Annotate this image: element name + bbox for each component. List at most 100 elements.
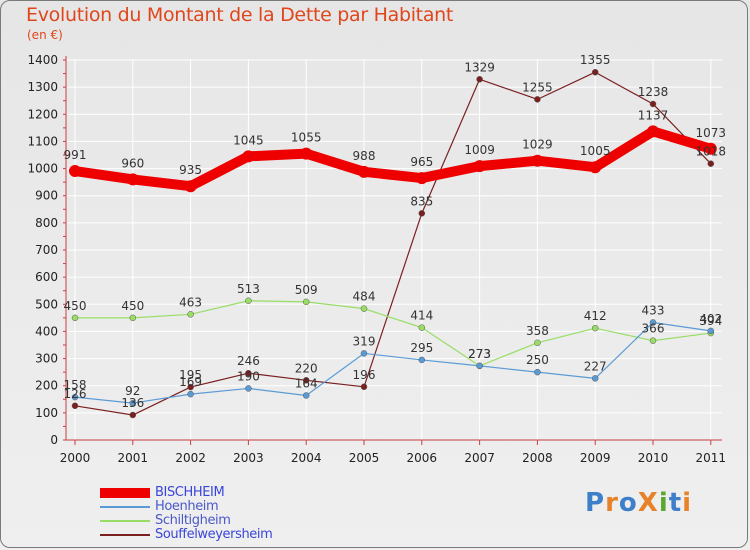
data-point bbox=[534, 368, 541, 376]
data-label: 273 bbox=[468, 347, 491, 361]
data-point bbox=[71, 393, 79, 401]
data-label: 1005 bbox=[580, 144, 611, 158]
y-tick-label: 800 bbox=[35, 216, 58, 230]
x-tick-label: 2011 bbox=[696, 451, 727, 465]
data-point bbox=[589, 161, 602, 174]
logo-letter: t bbox=[668, 488, 683, 518]
x-tick-label: 2001 bbox=[118, 451, 149, 465]
data-point bbox=[358, 165, 370, 178]
data-label: 1055 bbox=[291, 131, 322, 145]
x-tick-label: 2003 bbox=[233, 451, 264, 465]
data-label: 394 bbox=[699, 314, 722, 328]
data-label: 960 bbox=[121, 156, 144, 170]
data-point bbox=[473, 160, 486, 173]
data-label: 1137 bbox=[638, 108, 669, 122]
y-tick-label: 1300 bbox=[27, 80, 58, 94]
data-point bbox=[69, 165, 81, 178]
data-label: 1255 bbox=[522, 80, 553, 94]
data-label: 1329 bbox=[464, 60, 495, 74]
data-point bbox=[187, 383, 194, 391]
data-label: 158 bbox=[64, 378, 87, 392]
data-label: 295 bbox=[410, 341, 433, 355]
data-label: 319 bbox=[353, 334, 376, 348]
series-lines bbox=[69, 68, 717, 419]
data-point bbox=[591, 324, 599, 332]
logo-letter: X bbox=[637, 488, 659, 518]
data-label: 1238 bbox=[638, 85, 669, 99]
data-label: 1045 bbox=[233, 133, 264, 147]
data-point bbox=[184, 180, 197, 193]
y-tick-label: 1400 bbox=[27, 53, 58, 67]
data-label: 169 bbox=[179, 375, 202, 389]
series-line-souffelweyersheim bbox=[74, 71, 712, 416]
data-label: 126 bbox=[64, 387, 87, 401]
series-line-schiltigheim bbox=[74, 300, 712, 367]
data-label: 195 bbox=[179, 368, 202, 382]
logo-letter: r bbox=[605, 488, 619, 518]
data-label: 484 bbox=[353, 290, 376, 304]
data-point bbox=[704, 142, 717, 155]
data-point bbox=[418, 356, 426, 364]
y-tick-label: 1100 bbox=[27, 134, 58, 148]
data-label: 92 bbox=[125, 384, 140, 398]
y-tick-label: 200 bbox=[35, 379, 58, 393]
data-label: 366 bbox=[642, 322, 665, 336]
data-label: 273 bbox=[468, 347, 491, 361]
x-tick-label: 2008 bbox=[522, 451, 553, 465]
data-point bbox=[302, 298, 310, 306]
data-label: 1073 bbox=[696, 126, 727, 140]
data-label: 935 bbox=[179, 163, 202, 177]
data-label: 250 bbox=[526, 353, 549, 367]
data-point bbox=[245, 369, 252, 377]
data-label: 220 bbox=[295, 361, 318, 375]
series-line-hoenheim bbox=[74, 321, 712, 404]
y-tick-label: 400 bbox=[35, 324, 58, 338]
grid-lines bbox=[66, 59, 722, 441]
data-point bbox=[649, 337, 657, 344]
x-tick-label: 2010 bbox=[638, 451, 669, 465]
data-label: 402 bbox=[699, 312, 722, 326]
data-point bbox=[591, 375, 599, 382]
logo-letter: i bbox=[658, 488, 669, 518]
data-point bbox=[707, 160, 715, 167]
data-label: 988 bbox=[353, 149, 376, 163]
x-tick-label: 2005 bbox=[349, 451, 380, 465]
data-point bbox=[418, 210, 426, 217]
legend-label: Hoenheim bbox=[155, 499, 219, 514]
data-label: 414 bbox=[410, 309, 433, 323]
data-point bbox=[300, 147, 313, 160]
data-label: 835 bbox=[410, 194, 433, 208]
logo-letter: i bbox=[682, 488, 693, 518]
x-tick-label: 2004 bbox=[291, 451, 322, 465]
data-point bbox=[534, 96, 541, 103]
data-label: 136 bbox=[121, 396, 144, 410]
data-label: 965 bbox=[410, 155, 433, 169]
data-label: 190 bbox=[237, 369, 260, 383]
data-label: 1029 bbox=[522, 138, 553, 152]
data-point bbox=[245, 297, 252, 305]
data-label: 463 bbox=[179, 295, 202, 309]
legend-swatch bbox=[100, 520, 150, 522]
data-point bbox=[187, 390, 194, 398]
legend-swatch bbox=[100, 534, 150, 536]
data-point bbox=[126, 173, 139, 186]
data-label: 433 bbox=[642, 303, 665, 317]
y-tick-label: 100 bbox=[35, 406, 58, 420]
data-point bbox=[476, 362, 483, 370]
data-point bbox=[591, 68, 599, 76]
y-tick-label: 500 bbox=[35, 297, 58, 311]
data-point bbox=[360, 383, 368, 391]
data-point bbox=[531, 154, 544, 167]
data-labels: 991 960 935 1045 1055 988 965 1009 1029 1005 1137 1… bbox=[64, 53, 727, 410]
data-label: 1355 bbox=[580, 53, 611, 67]
data-label: 358 bbox=[526, 324, 549, 338]
chart-title: Evolution du Montant de la Dette par Hab… bbox=[26, 4, 454, 26]
y-tick-label: 300 bbox=[35, 352, 58, 366]
data-point bbox=[242, 150, 255, 163]
data-label: 450 bbox=[121, 299, 144, 313]
data-point bbox=[534, 339, 541, 347]
data-point bbox=[418, 324, 426, 331]
data-label: 509 bbox=[295, 283, 318, 297]
data-point bbox=[71, 402, 79, 410]
